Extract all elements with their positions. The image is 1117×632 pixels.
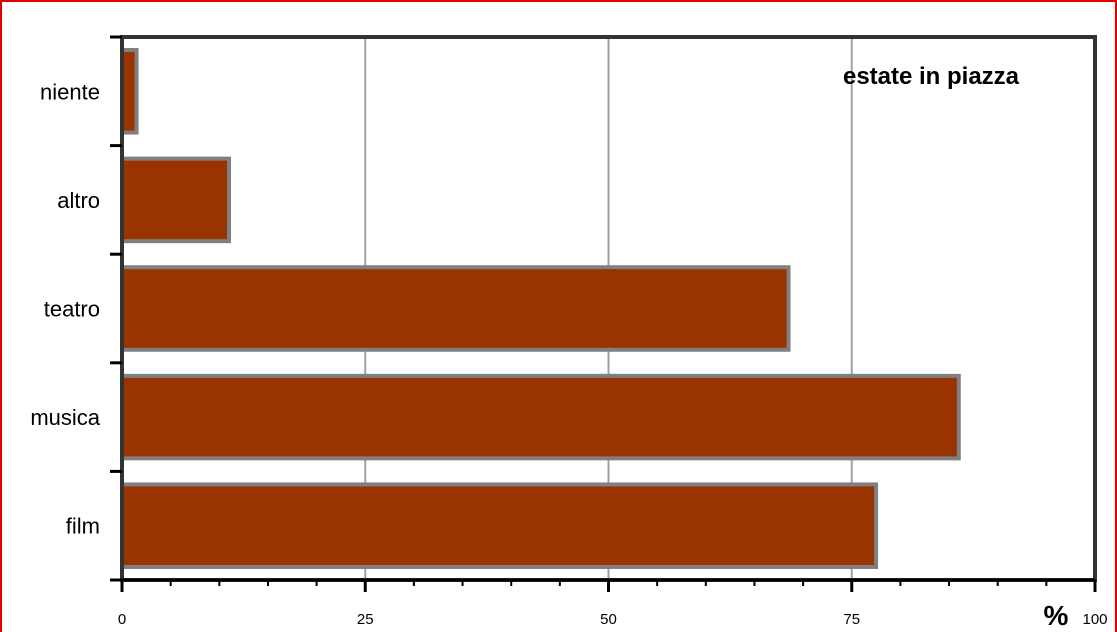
x-axis-unit-label: % — [1044, 600, 1069, 631]
x-tick-label: 50 — [600, 611, 617, 628]
x-tick-label: 75 — [843, 611, 860, 628]
category-label-teatro: teatro — [44, 297, 100, 322]
chart-title: estate in piazza — [843, 63, 1020, 90]
x-tick-label: 25 — [357, 611, 374, 628]
category-label-altro: altro — [57, 188, 100, 213]
bars — [120, 48, 961, 569]
bar-teatro — [120, 265, 791, 352]
bar-altro — [120, 156, 232, 244]
x-tick-label: 0 — [118, 611, 126, 628]
bar-musica — [120, 373, 961, 461]
category-label-film: film — [66, 514, 100, 539]
bar-film — [120, 482, 879, 569]
axes — [110, 35, 1097, 592]
labels: niente altro teatro musica film 0 25 50 75 100 — [30, 79, 1107, 628]
x-tick-label: 100 — [1082, 611, 1107, 628]
category-label-musica: musica — [30, 405, 100, 430]
category-label-niente: niente — [40, 79, 100, 104]
bar-niente — [120, 48, 139, 135]
